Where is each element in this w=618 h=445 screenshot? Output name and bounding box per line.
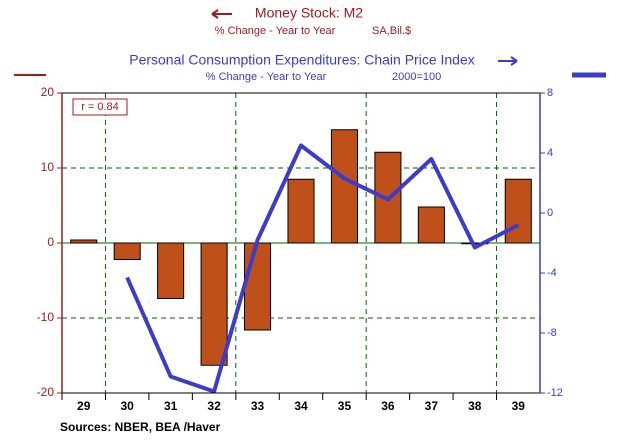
x-tick-label: 29 — [77, 399, 91, 413]
bar — [504, 178, 532, 244]
chart-title: Money Stock: M2 — [255, 5, 363, 21]
title2-arrow — [498, 56, 518, 66]
x-tick-label: 39 — [512, 399, 526, 413]
x-tick-label: 32 — [207, 399, 221, 413]
y-tick-label: 0 — [47, 235, 54, 249]
y2-tick-label: -4 — [547, 267, 557, 279]
line — [125, 143, 520, 394]
source: Sources: NBER, BEA /Haver — [60, 420, 221, 434]
subtitle2-note: 2000=100 — [392, 71, 441, 83]
subtitle2: % Change - Year to Year — [206, 71, 327, 83]
y-tick-label: 10 — [41, 160, 55, 174]
bar — [330, 129, 358, 244]
x-tick-label: 31 — [164, 399, 178, 413]
title-arrow — [211, 9, 232, 19]
y2-tick-label: 0 — [547, 207, 553, 219]
bar — [70, 239, 98, 244]
y-tick-label: -20 — [37, 385, 55, 399]
y2-tick-label: 8 — [547, 87, 553, 99]
x-tick-label: 38 — [468, 399, 482, 413]
subtitle-note: SA,Bil.$ — [372, 25, 411, 37]
x-tick-label: 37 — [425, 399, 439, 413]
subtitle: % Change - Year to Year — [215, 25, 336, 37]
bar — [200, 242, 228, 366]
bar — [287, 178, 315, 244]
bar — [417, 206, 445, 244]
bar — [113, 242, 141, 260]
y2-tick-label: 4 — [547, 147, 553, 159]
title2: Personal Consumption Expenditures: Chain… — [129, 52, 475, 68]
bar — [244, 242, 272, 331]
y-tick-label: -10 — [37, 310, 55, 324]
annotation: r = 0.84 — [81, 101, 119, 113]
x-tick-label: 34 — [294, 399, 308, 413]
y2-tick-label: -12 — [547, 387, 563, 399]
x-tick-label: 30 — [121, 399, 135, 413]
annotation-box — [72, 98, 128, 116]
x-tick-label: 35 — [338, 399, 352, 413]
x-tick-label: 36 — [381, 399, 395, 413]
x-tick-label: 33 — [251, 399, 265, 413]
bar — [157, 242, 185, 299]
y-tick-label: 20 — [41, 85, 55, 99]
y2-tick-label: -8 — [547, 327, 557, 339]
